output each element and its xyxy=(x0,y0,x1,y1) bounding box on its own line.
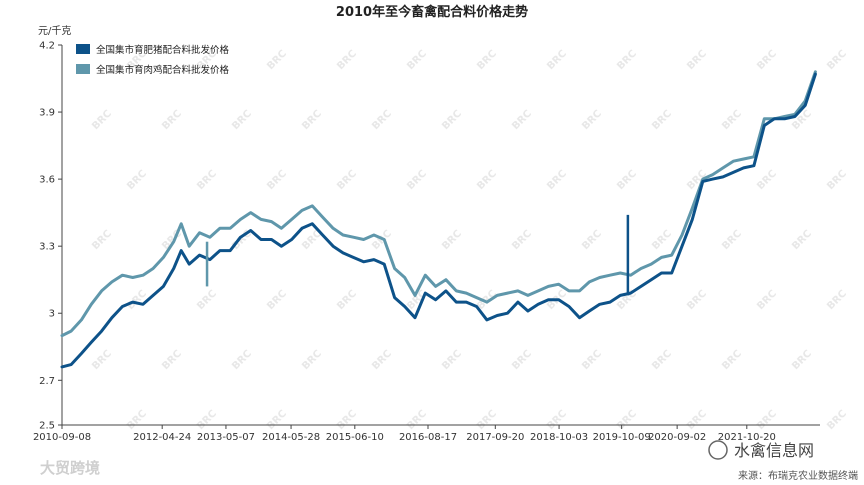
watermark-text: BRC xyxy=(300,348,324,372)
y-tick-label: 4.2 xyxy=(39,41,55,52)
x-tick-label: 2015-06-10 xyxy=(326,432,384,443)
watermark-text: BRC xyxy=(90,108,114,132)
watermark-layer: BRC BRC BRC BRC BRC BRC BRC BRC BRC BRC BRC BRC BRC B… xyxy=(90,48,849,432)
watermark-text: BRC xyxy=(580,348,604,372)
y-tick-label: 2.5 xyxy=(39,421,55,432)
watermark-text: BRC xyxy=(440,228,464,252)
watermark-text: BRC xyxy=(370,108,394,132)
y-tick-label: 3.9 xyxy=(39,108,55,119)
watermark-text: BRC xyxy=(685,408,709,432)
source-note: 来源：布瑞克农业数据终端 xyxy=(738,469,858,482)
x-tick-label: 2012-04-24 xyxy=(133,432,191,443)
watermark-text: BRC xyxy=(545,408,569,432)
watermark-text: BRC xyxy=(300,108,324,132)
watermark-text: BRC xyxy=(650,108,674,132)
watermark-text: BRC xyxy=(265,48,289,72)
watermark-text: BRC xyxy=(720,108,744,132)
watermark-text: BRC xyxy=(580,228,604,252)
watermark-text: BRC xyxy=(335,48,359,72)
watermark-text: BRC xyxy=(615,168,639,192)
watermark-text: BRC xyxy=(545,168,569,192)
x-tick-label: 2016-08-17 xyxy=(399,432,457,443)
watermark-text: BRC xyxy=(825,48,849,72)
footer-left-logo-text: 大贸跨境 xyxy=(40,459,100,477)
watermark-text: BRC xyxy=(265,408,289,432)
y-tick-label: 3 xyxy=(49,309,55,320)
watermark-text: BRC xyxy=(650,228,674,252)
watermark-text: BRC xyxy=(510,108,534,132)
legend-swatch-chicken-feed xyxy=(76,64,90,74)
x-tick-label: 2019-10-09 xyxy=(593,432,651,443)
watermark-text: BRC xyxy=(790,108,814,132)
y-tick-label: 3.3 xyxy=(39,242,55,253)
legend-label-pig-feed: 全国集市育肥猪配合料批发价格 xyxy=(96,44,230,56)
watermark-text: BRC xyxy=(825,168,849,192)
watermark-text: BRC xyxy=(580,108,604,132)
watermark-text: BRC xyxy=(335,168,359,192)
watermark-text: BRC xyxy=(370,348,394,372)
x-tick-label: 2010-09-08 xyxy=(33,432,91,443)
y-tick-label: 3.6 xyxy=(39,175,55,186)
x-tick-label: 2017-09-20 xyxy=(466,432,524,443)
watermark-text: BRC xyxy=(790,228,814,252)
watermark-text: BRC xyxy=(195,168,219,192)
watermark-text: BRC xyxy=(90,348,114,372)
watermark-text: BRC xyxy=(160,348,184,372)
chart-title: 2010年至今畜禽配合料价格走势 xyxy=(336,4,528,20)
y-tick-label: 2.7 xyxy=(39,376,55,387)
watermark-text: BRC xyxy=(685,48,709,72)
watermark-text: BRC xyxy=(265,288,289,312)
footer: 大贸跨境 水禽信息网 来源：布瑞克农业数据终端 xyxy=(40,441,858,482)
x-axis-ticks: 2010-09-08 2012-04-24 2013-05-07 2014-05-28… xyxy=(33,425,776,443)
watermark-text: BRC xyxy=(230,348,254,372)
watermark-text: BRC xyxy=(755,168,779,192)
watermark-text: BRC xyxy=(90,228,114,252)
watermark-text: BRC xyxy=(440,108,464,132)
watermark-text: BRC xyxy=(755,288,779,312)
watermark-text: BRC xyxy=(790,348,814,372)
watermark-text: BRC xyxy=(125,168,149,192)
watermark-text: BRC xyxy=(825,408,849,432)
watermark-text: BRC xyxy=(510,348,534,372)
watermark-text: BRC xyxy=(475,168,499,192)
watermark-text: BRC xyxy=(615,408,639,432)
watermark-text: BRC xyxy=(160,108,184,132)
watermark-text: BRC xyxy=(755,408,779,432)
watermark-text: BRC xyxy=(510,228,534,252)
watermark-text: BRC xyxy=(650,348,674,372)
watermark-text: BRC xyxy=(335,408,359,432)
x-tick-label: 2013-05-07 xyxy=(197,432,255,443)
watermark-text: BRC xyxy=(475,48,499,72)
watermark-text: BRC xyxy=(720,228,744,252)
watermark-text: BRC xyxy=(720,348,744,372)
watermark-text: BRC xyxy=(545,48,569,72)
x-tick-label: 2018-10-03 xyxy=(530,432,588,443)
watermark-text: BRC xyxy=(370,228,394,252)
legend-label-chicken-feed: 全国集市育肉鸡配合料批发价格 xyxy=(96,64,230,76)
y-axis-unit-label: 元/千克 xyxy=(38,25,71,37)
watermark-text: BRC xyxy=(195,288,219,312)
y-axis-ticks: 2.5 2.7 3 3.3 3.6 3.9 4.2 xyxy=(39,41,62,432)
watermark-text: BRC xyxy=(125,408,149,432)
x-tick-label: 2020-09-02 xyxy=(648,432,706,443)
x-tick-label: 2014-05-28 xyxy=(262,432,320,443)
watermark-text: BRC xyxy=(755,48,779,72)
watermark-text: BRC xyxy=(405,408,429,432)
watermark-text: BRC xyxy=(195,408,219,432)
watermark-text: BRC xyxy=(265,168,289,192)
watermark-text: BRC xyxy=(825,288,849,312)
watermark-text: BRC xyxy=(685,288,709,312)
watermark-text: BRC xyxy=(335,288,359,312)
watermark-text: BRC xyxy=(405,168,429,192)
watermark-text: BRC xyxy=(160,228,184,252)
watermark-text: BRC xyxy=(440,348,464,372)
watermark-text: BRC xyxy=(405,48,429,72)
footer-brand-name: 水禽信息网 xyxy=(734,441,814,460)
legend-swatch-pig-feed xyxy=(76,44,90,54)
watermark-text: BRC xyxy=(230,108,254,132)
wechat-icon xyxy=(709,441,727,459)
watermark-text: BRC xyxy=(615,48,639,72)
